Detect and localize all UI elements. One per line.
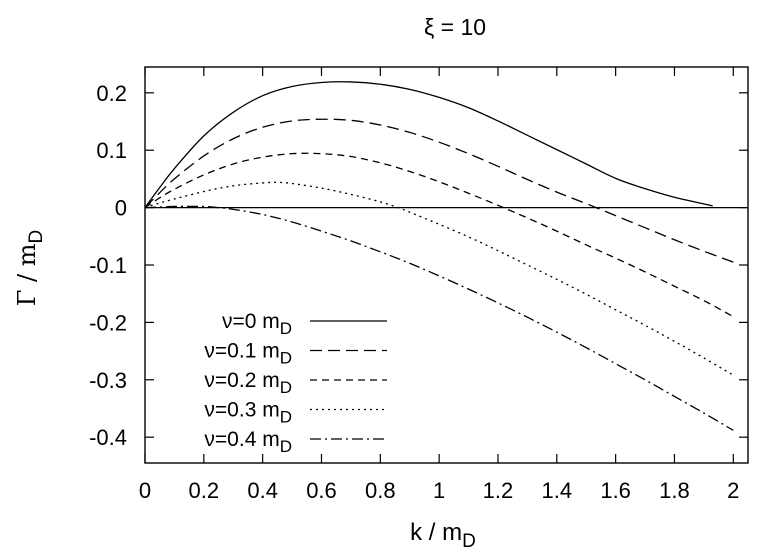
y-tick-label: -0.3 <box>89 368 127 393</box>
legend-label: ν=0.3 mD <box>204 399 292 427</box>
y-tick-label: 0 <box>115 196 127 221</box>
x-axis-label-main: k / m <box>410 519 462 546</box>
legend: ν=0 mDν=0.1 mDν=0.2 mDν=0.3 mDν=0.4 mD <box>204 310 387 456</box>
y-tick-label: -0.2 <box>89 310 127 335</box>
x-tick-label: 1.4 <box>542 478 573 503</box>
y-tick-label: -0.1 <box>89 253 127 278</box>
x-tick-label: 1.6 <box>600 478 631 503</box>
x-tick-label: 1 <box>433 478 445 503</box>
x-tick-label: 0.6 <box>306 478 337 503</box>
x-tick-label: 0 <box>139 478 151 503</box>
series-line-nu-2 <box>144 152 734 318</box>
y-axis-label: Γ / mD <box>13 230 47 307</box>
series-line-nu-1 <box>144 118 734 263</box>
tick-layer: 0 0.2 0.4 0.6 0.8 1 1.2 1.4 1.6 1.8 2 0.2 0.1 0 -0.1 -0… <box>89 67 748 503</box>
x-axis-label-sub: D <box>462 531 476 552</box>
chart-title: ξ = 10 <box>424 14 486 40</box>
y-tick-label: 0.2 <box>96 81 127 106</box>
legend-label-sub: D <box>280 437 292 456</box>
x-tick-label: 0.2 <box>189 478 220 503</box>
x-tick-label: 1.8 <box>659 478 690 503</box>
x-tick-label: 1.2 <box>483 478 514 503</box>
series-line-nu-4 <box>144 205 734 431</box>
legend-label: ν=0.1 mD <box>204 340 292 368</box>
legend-label-main: ν=0.1 m <box>204 340 279 363</box>
series-layer <box>144 81 734 431</box>
legend-label: ν=0 mD <box>222 310 292 338</box>
legend-label-sub: D <box>280 349 292 368</box>
x-tick-label: 0.4 <box>247 478 278 503</box>
y-tick-label: -0.4 <box>89 425 127 450</box>
legend-label-main: ν=0.2 m <box>204 369 279 392</box>
x-tick-label: 0.8 <box>365 478 396 503</box>
series-line-nu-3 <box>144 181 734 376</box>
y-axis-label-sub: D <box>26 230 47 244</box>
legend-label-sub: D <box>280 319 292 338</box>
legend-label: ν=0.2 mD <box>204 369 292 397</box>
legend-label-main: ν=0 m <box>222 310 280 333</box>
series-line-nu-0 <box>144 81 713 208</box>
legend-label-sub: D <box>280 408 292 427</box>
y-tick-label: 0.1 <box>96 138 127 163</box>
legend-label-main: ν=0.3 m <box>204 399 279 422</box>
y-axis-label-main: Γ / m <box>13 243 41 306</box>
legend-label: ν=0.4 mD <box>204 428 292 456</box>
legend-label-main: ν=0.4 m <box>204 428 279 451</box>
x-tick-label: 2 <box>727 478 739 503</box>
legend-label-sub: D <box>280 378 292 397</box>
x-axis-label: k / mD <box>410 519 476 552</box>
